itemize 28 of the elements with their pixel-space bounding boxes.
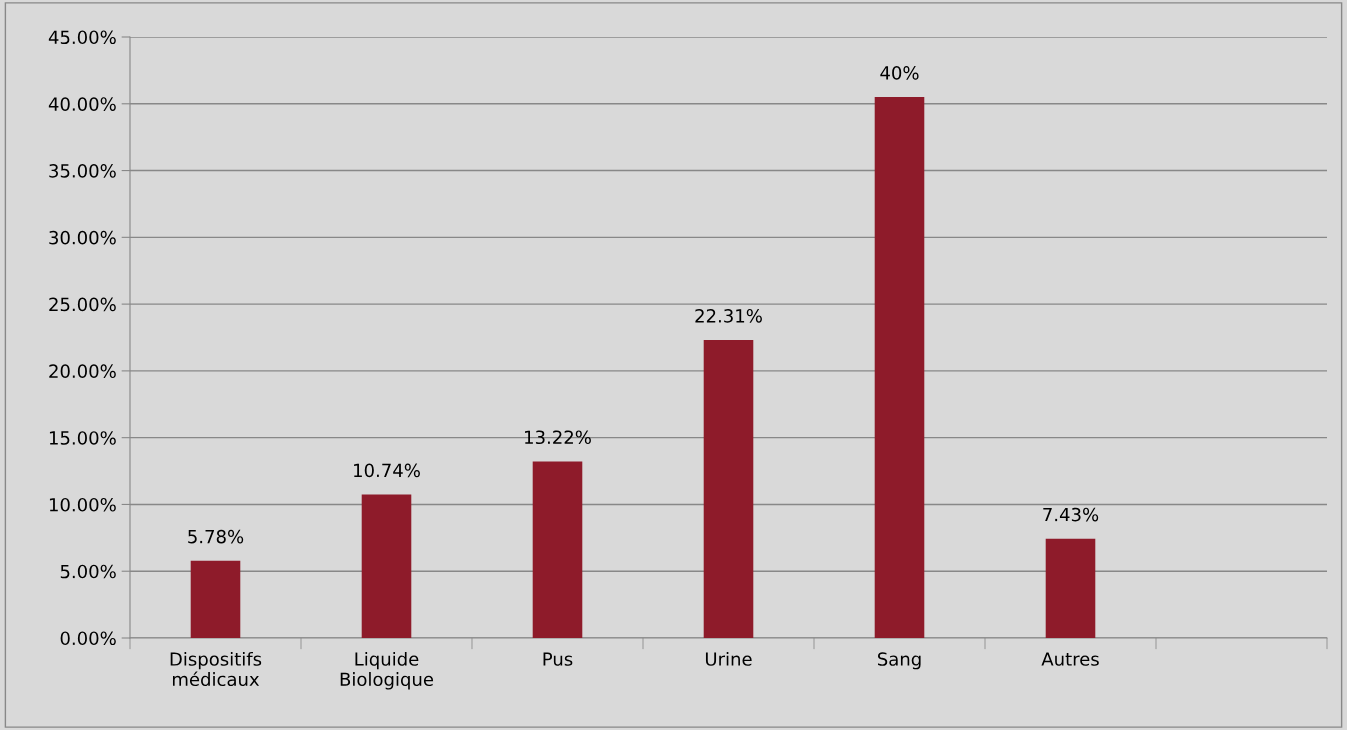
bar <box>190 560 241 638</box>
data-label: 10.74% <box>354 463 420 478</box>
y-tick-label: 30.00% <box>49 230 116 245</box>
y-tick-label: 45.00% <box>48 30 116 45</box>
x-tick-label: Sang <box>877 652 921 670</box>
data-label: 13.22% <box>525 430 591 445</box>
x-tick-label: Autres <box>1041 652 1099 666</box>
y-tick-label: 10.00% <box>49 497 116 512</box>
y-tick-label: 20.00% <box>49 364 116 379</box>
bar <box>532 461 583 638</box>
data-label: 22.31% <box>695 308 762 323</box>
bar <box>703 340 754 638</box>
bar <box>874 97 925 638</box>
x-tick-label: Liquide Biologique <box>340 651 434 690</box>
y-tick-label: 15.00% <box>49 431 116 445</box>
y-tick-label: 40.00% <box>48 97 116 111</box>
x-tick-label: Pus <box>543 652 573 666</box>
y-tick-label: 25.00% <box>49 297 116 312</box>
data-label: 7.43% <box>1043 507 1099 522</box>
bar <box>361 494 412 638</box>
data-label: 40% <box>880 66 919 80</box>
y-tick-label: 0.00% <box>60 631 116 646</box>
x-tick-label: Dispositifs médicaux <box>170 651 262 687</box>
data-label: 5.78% <box>188 529 244 544</box>
y-tick-label: 35.00% <box>49 164 116 178</box>
bar <box>1045 538 1096 638</box>
x-tick-label: Urine <box>705 651 752 666</box>
y-tick-label: 5.00% <box>60 564 116 579</box>
